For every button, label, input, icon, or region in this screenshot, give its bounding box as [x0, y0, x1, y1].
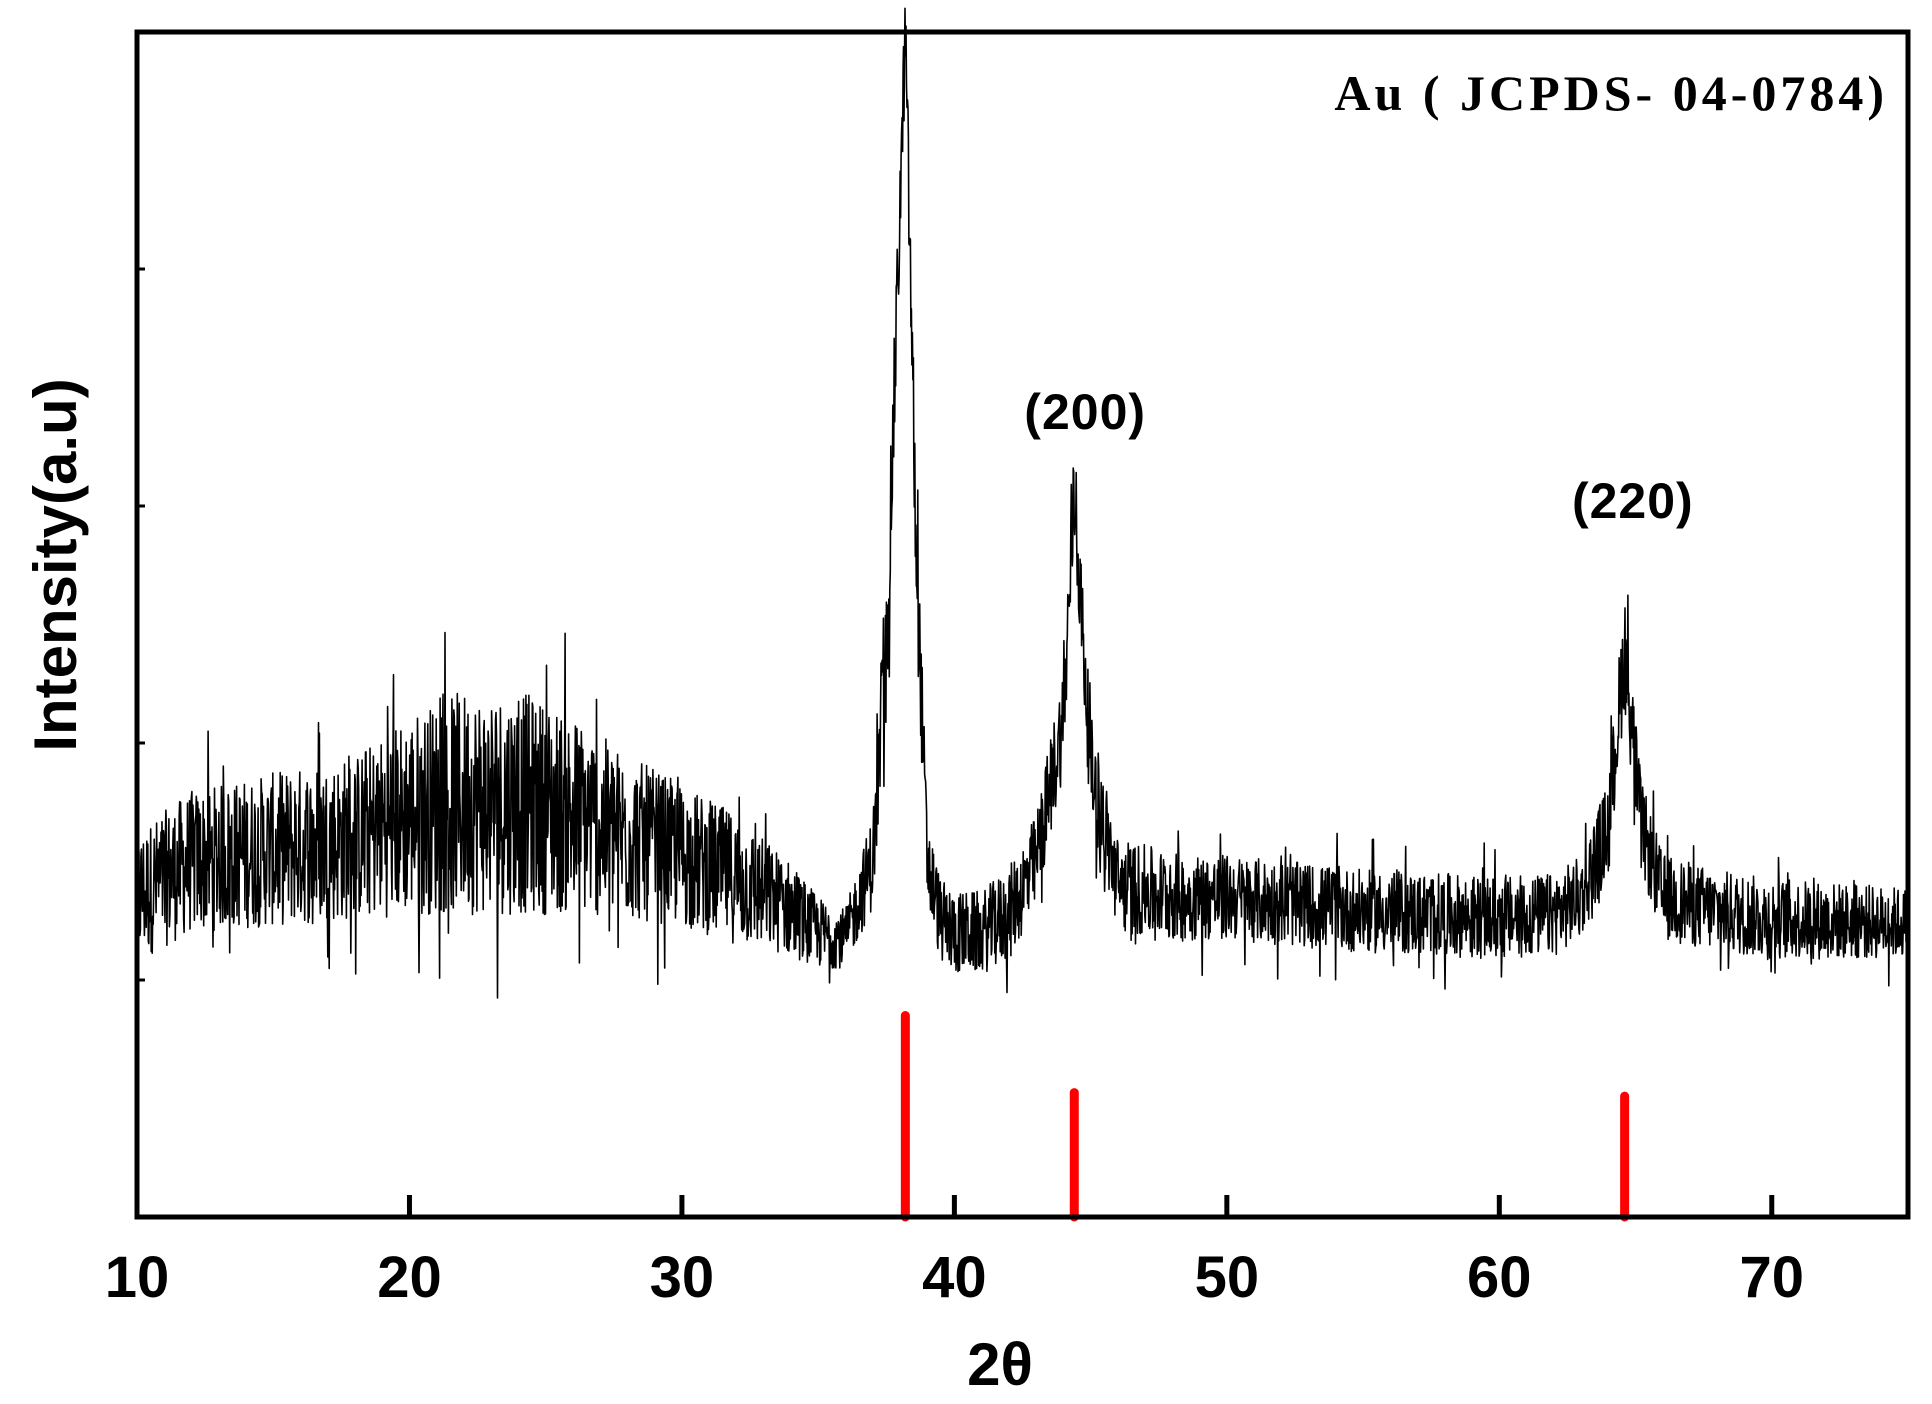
x-tick-label: 40: [922, 1245, 987, 1310]
axes-layer: [134, 29, 1911, 1220]
x-tick-label: 20: [377, 1245, 442, 1310]
ticks-layer: 10 20 30 40 50 60 70: [105, 267, 1805, 1310]
peak-label: (200): [1024, 384, 1146, 440]
peak-label: (220): [1572, 473, 1694, 529]
reference-lines-layer: [900, 1011, 1630, 1222]
x-tick-label: 50: [1195, 1245, 1260, 1310]
y-axis-title: Intensity(a.u): [22, 378, 89, 751]
xrd-pattern-line: [136, 7, 1909, 999]
x-tick-label: 10: [105, 1245, 170, 1310]
x-tick-label: 60: [1467, 1245, 1532, 1310]
plot-frame: [134, 29, 1911, 1220]
x-axis-title: 2θ: [967, 1331, 1033, 1398]
pattern-layer: [136, 7, 1909, 999]
x-tick-label: 70: [1740, 1245, 1805, 1310]
annotations-layer: (111)(200)(220): [1024, 384, 1694, 529]
reference-title: Au ( JCPDS- 04-0784): [1334, 65, 1888, 121]
x-tick-label: 30: [650, 1245, 715, 1310]
